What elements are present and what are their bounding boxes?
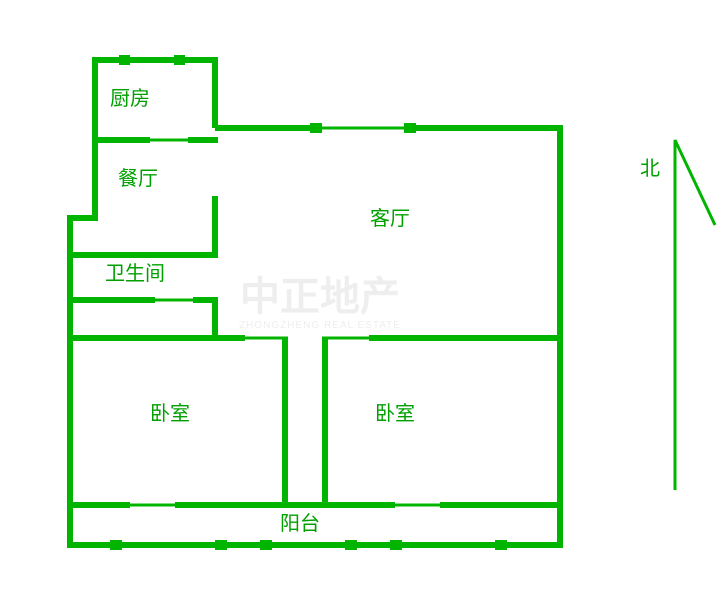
compass-arrow <box>675 140 715 490</box>
room-label-bedroom-r: 卧室 <box>375 402 415 425</box>
room-label-living: 客厅 <box>370 207 410 230</box>
room-label-bathroom: 卫生间 <box>105 262 165 285</box>
floor-plan: 中正地产ZHONGZHENG REAL ESTATE 北 厨房餐厅卫生间 客厅卧室 卧室… <box>0 0 719 609</box>
room-label-bedroom-l: 卧室 <box>150 402 190 425</box>
watermark-sub: ZHONGZHENG REAL ESTATE <box>239 320 401 331</box>
room-label-dining: 餐厅 <box>118 167 158 190</box>
compass-label: 北 <box>640 157 660 180</box>
room-label-balcony: 阳台 <box>280 512 320 535</box>
watermark: 中正地产 <box>240 275 400 319</box>
room-label-kitchen: 厨房 <box>110 87 150 110</box>
